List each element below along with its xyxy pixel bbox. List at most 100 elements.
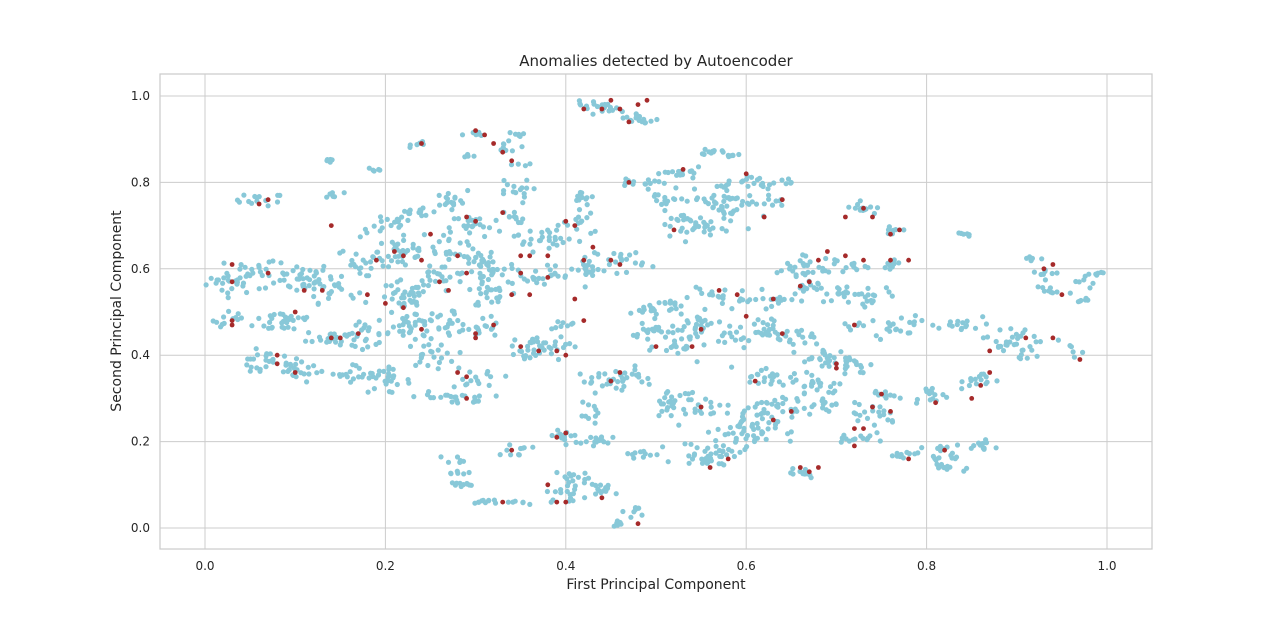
- normal-point: [395, 219, 401, 225]
- normal-point: [1000, 348, 1007, 354]
- anomaly-point: [608, 378, 614, 384]
- anomaly-point: [834, 365, 839, 371]
- normal-point: [814, 341, 820, 347]
- normal-point: [796, 332, 802, 338]
- normal-point: [667, 300, 673, 306]
- normal-point: [221, 260, 227, 266]
- normal-point: [701, 342, 707, 348]
- normal-point: [1035, 284, 1041, 290]
- normal-point: [401, 295, 407, 301]
- normal-point: [368, 265, 374, 271]
- normal-point: [467, 369, 473, 375]
- normal-point: [504, 447, 510, 453]
- anomaly-point: [473, 128, 478, 134]
- normal-point: [333, 339, 339, 345]
- normal-point: [597, 482, 604, 488]
- normal-point: [769, 378, 775, 384]
- normal-point: [571, 472, 577, 478]
- normal-point: [619, 387, 625, 393]
- normal-point: [482, 233, 488, 240]
- normal-point: [511, 209, 517, 215]
- normal-point: [473, 324, 479, 330]
- normal-point: [388, 222, 394, 229]
- normal-point: [723, 228, 729, 234]
- normal-point: [472, 396, 478, 403]
- normal-point: [390, 366, 396, 372]
- normal-point: [840, 269, 846, 275]
- anomaly-point: [689, 344, 695, 349]
- normal-point: [438, 454, 444, 460]
- normal-point: [446, 236, 452, 242]
- normal-point: [668, 413, 674, 419]
- normal-point: [896, 260, 902, 266]
- normal-point: [426, 389, 432, 395]
- anomaly-point: [987, 370, 993, 375]
- normal-point: [590, 99, 597, 105]
- normal-point: [1031, 269, 1037, 275]
- normal-point: [455, 470, 461, 476]
- normal-point: [758, 182, 764, 188]
- y-tick-label: 0.6: [131, 262, 150, 276]
- normal-point: [722, 287, 728, 293]
- anomaly-point: [464, 374, 469, 380]
- anomaly-point: [374, 257, 379, 263]
- normal-point: [497, 452, 503, 458]
- normal-point: [765, 426, 771, 432]
- normal-point: [410, 290, 416, 296]
- normal-point: [983, 440, 990, 446]
- normal-point: [1034, 353, 1040, 359]
- normal-point: [609, 107, 616, 113]
- normal-point: [512, 337, 518, 343]
- normal-point: [281, 325, 287, 331]
- normal-point: [625, 451, 631, 457]
- normal-point: [456, 329, 462, 335]
- normal-point: [351, 337, 357, 343]
- anomaly-point: [608, 97, 614, 103]
- normal-point: [860, 323, 867, 329]
- normal-point: [752, 404, 758, 410]
- normal-point: [721, 198, 727, 204]
- normal-point: [386, 366, 392, 372]
- normal-point: [627, 252, 633, 258]
- normal-point: [760, 320, 766, 326]
- anomaly-point: [274, 361, 280, 367]
- normal-point: [818, 285, 824, 291]
- normal-point: [662, 300, 668, 306]
- normal-point: [327, 274, 334, 280]
- normal-point: [846, 204, 852, 210]
- normal-point: [525, 343, 531, 349]
- anomaly-point: [743, 313, 749, 319]
- normal-point: [445, 190, 451, 197]
- normal-point: [810, 269, 816, 275]
- normal-point: [698, 318, 704, 324]
- normal-point: [868, 362, 874, 368]
- normal-point: [765, 322, 771, 328]
- normal-point: [582, 284, 588, 290]
- normal-point: [381, 294, 388, 300]
- y-tick-label: 0.4: [131, 348, 150, 362]
- normal-point: [547, 230, 553, 236]
- normal-point: [734, 207, 740, 213]
- normal-point: [659, 201, 665, 207]
- normal-point: [719, 148, 725, 154]
- normal-point: [639, 512, 645, 518]
- anomaly-point: [563, 218, 569, 224]
- normal-point: [724, 452, 730, 458]
- anomaly-point: [500, 210, 506, 216]
- normal-point: [807, 411, 813, 417]
- normal-point: [936, 325, 942, 331]
- normal-point: [478, 263, 484, 270]
- normal-point: [521, 239, 527, 245]
- normal-point: [838, 439, 844, 445]
- normal-point: [835, 290, 841, 297]
- normal-point: [816, 264, 822, 270]
- anomaly-point: [599, 106, 605, 112]
- normal-point: [560, 239, 566, 246]
- normal-point: [886, 289, 892, 295]
- normal-point: [713, 443, 719, 449]
- normal-point: [804, 262, 811, 268]
- x-axis-label: First Principal Component: [566, 577, 746, 593]
- normal-point: [564, 323, 571, 329]
- normal-point: [311, 286, 317, 292]
- anomaly-point: [797, 465, 803, 470]
